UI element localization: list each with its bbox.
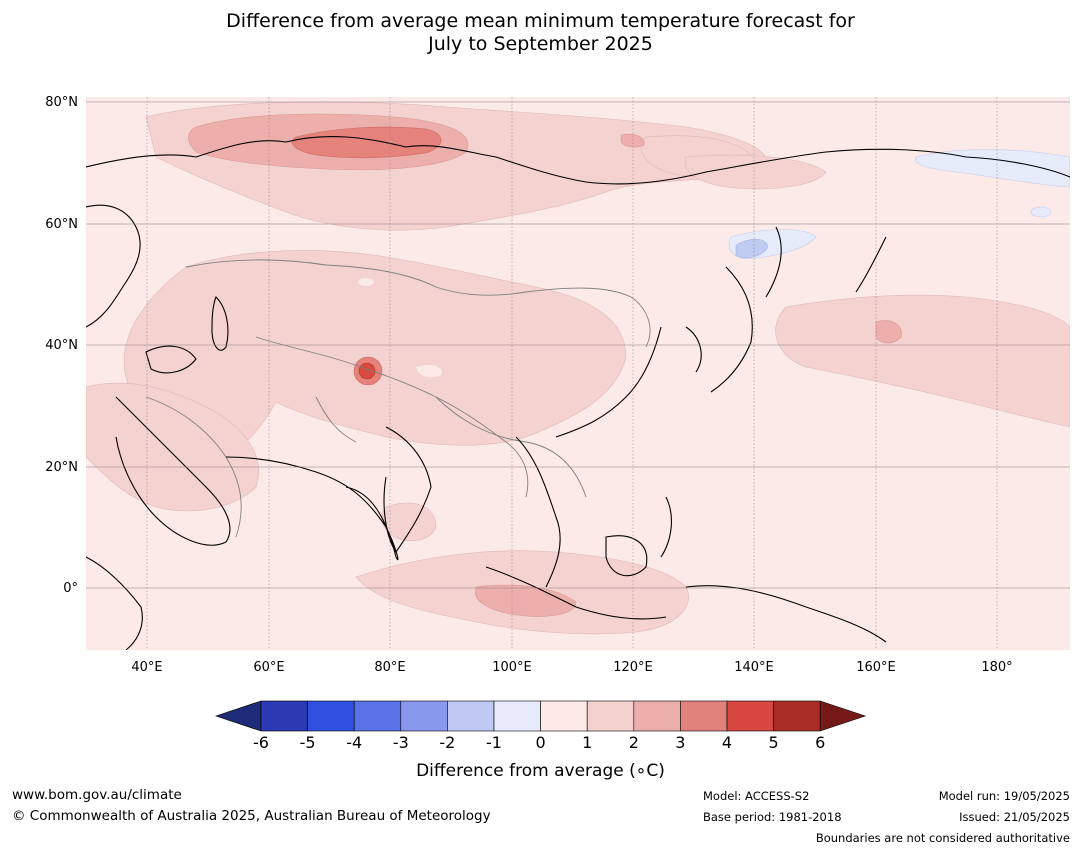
colorbar-cell	[307, 700, 355, 732]
colorbar-tick-label: -5	[299, 733, 316, 752]
anomaly-1-2-regions	[86, 101, 1070, 635]
anomaly-neg-1-2-regions	[735, 238, 769, 259]
colorbar-cell	[400, 700, 448, 732]
coastlines	[86, 136, 1070, 650]
colorbar-cells	[215, 700, 867, 732]
colorbar-extend-low	[215, 700, 262, 732]
title-line-2: July to September 2025	[428, 33, 653, 55]
colorbar-tick-label: -4	[346, 733, 363, 752]
map-svg	[86, 97, 1070, 650]
lon-label-40e: 40°E	[131, 660, 163, 675]
colorbar-cell	[260, 700, 308, 732]
colorbar-cell	[540, 700, 588, 732]
lat-label-0: 0°	[63, 581, 78, 596]
lat-label-40n: 40°N	[45, 338, 78, 353]
colorbar-cell	[493, 700, 541, 732]
colorbar-cell	[586, 700, 635, 732]
lon-label-140e: 140°E	[734, 660, 774, 675]
colorbar-tick-label: 5	[768, 733, 779, 752]
anomaly-0-1-patches	[358, 278, 442, 378]
lon-label-60e: 60°E	[253, 660, 285, 675]
forecast-map	[86, 97, 1070, 650]
footer-copyright: © Commonwealth of Australia 2025, Austra…	[12, 808, 491, 824]
colorbar-tick-label: 6	[815, 733, 826, 752]
lat-label-80n: 80°N	[45, 95, 78, 110]
colorbar-extend-high	[819, 700, 867, 732]
lon-label-80e: 80°E	[374, 660, 406, 675]
lat-label-60n: 60°N	[45, 217, 78, 232]
footer-base-period: Base period: 1981-2018	[703, 810, 842, 824]
colorbar-cell	[773, 700, 821, 732]
colorbar-tick-label: 3	[675, 733, 686, 752]
colorbar-tick-label: -3	[392, 733, 409, 752]
colorbar-tick-label: 1	[582, 733, 593, 752]
colorbar-tick-label: -6	[253, 733, 269, 752]
colorbar-cell	[353, 700, 402, 732]
chart-title: Difference from average mean minimum tem…	[0, 10, 1081, 56]
colorbar-cell	[633, 700, 681, 732]
country-borders	[145, 259, 651, 538]
colorbar-tick-label: 4	[721, 733, 733, 752]
lat-label-20n: 20°N	[45, 460, 78, 475]
gridlines	[86, 97, 1070, 650]
colorbar-cell	[680, 700, 728, 732]
anomaly-4-5-regions	[358, 362, 376, 380]
colorbar-tick-label: -2	[439, 733, 456, 752]
footer-url: www.bom.gov.au/climate	[12, 787, 182, 803]
footer-disclaimer: Boundaries are not considered authoritat…	[815, 831, 1070, 845]
lon-label-120e: 120°E	[613, 660, 653, 675]
title-line-1: Difference from average mean minimum tem…	[226, 10, 855, 32]
footer-issued: Issued: 21/05/2025	[959, 810, 1070, 824]
colorbar-tick-label: -1	[486, 733, 502, 752]
footer-model-run: Model run: 19/05/2025	[938, 789, 1070, 803]
colorbar-label: Difference from average (∘C)	[416, 761, 665, 781]
lon-label-180: 180°	[981, 660, 1013, 675]
colorbar-tick-label: 0	[535, 733, 546, 752]
colorbar-cell	[447, 700, 495, 732]
footer-model: Model: ACCESS-S2	[703, 789, 810, 803]
lon-label-160e: 160°E	[856, 660, 896, 675]
colorbar-cell	[726, 700, 774, 732]
colorbar-tick-label: 2	[628, 733, 639, 752]
lon-label-100e: 100°E	[492, 660, 532, 675]
